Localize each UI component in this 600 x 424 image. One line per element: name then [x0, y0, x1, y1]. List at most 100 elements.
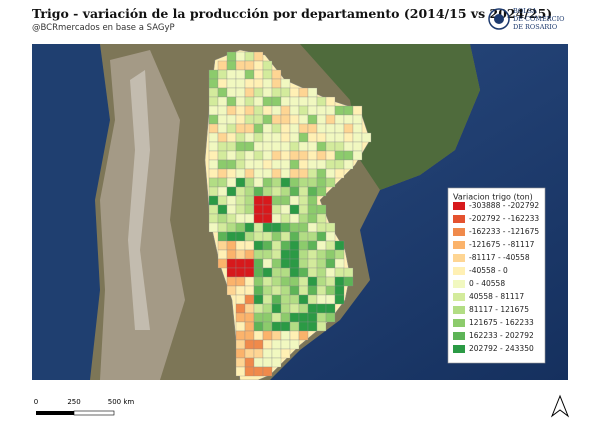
department: [307, 231, 318, 242]
department: [226, 96, 237, 107]
department: [307, 204, 318, 215]
department: [289, 177, 300, 188]
department: [262, 141, 273, 152]
department: [289, 159, 300, 170]
department: [316, 294, 327, 305]
department: [316, 312, 327, 323]
department: [208, 186, 219, 197]
department: [235, 366, 246, 377]
department: [262, 60, 273, 71]
department: [316, 240, 327, 251]
logo-text: DE COMERCIO: [513, 15, 565, 23]
department: [316, 204, 327, 215]
department: [325, 123, 336, 134]
department: [289, 321, 300, 332]
department: [280, 177, 291, 188]
department: [244, 240, 255, 251]
department: [271, 186, 282, 197]
department: [271, 96, 282, 107]
department: [271, 249, 282, 260]
department: [226, 159, 237, 170]
department: [208, 87, 219, 98]
department: [325, 114, 336, 125]
department: [226, 87, 237, 98]
department: [208, 150, 219, 161]
department: [307, 303, 318, 314]
department: [307, 321, 318, 332]
department: [280, 123, 291, 134]
department: [217, 132, 228, 143]
department: [217, 213, 228, 224]
department: [244, 339, 255, 350]
department: [343, 114, 354, 125]
department: [316, 285, 327, 296]
department: [298, 114, 309, 125]
department: [262, 294, 273, 305]
department: [244, 69, 255, 80]
department: [271, 114, 282, 125]
department: [217, 195, 228, 206]
department: [244, 177, 255, 188]
department: [217, 168, 228, 179]
department: [325, 150, 336, 161]
department: [334, 249, 345, 260]
department: [244, 51, 255, 62]
department: [298, 303, 309, 314]
scale-segment: [36, 411, 74, 415]
department: [226, 204, 237, 215]
department: [343, 105, 354, 116]
department: [307, 186, 318, 197]
department: [208, 96, 219, 107]
department: [262, 204, 273, 215]
department: [253, 330, 264, 341]
department: [280, 96, 291, 107]
department: [298, 249, 309, 260]
department: [289, 204, 300, 215]
department: [352, 141, 363, 152]
department: [325, 258, 336, 269]
department: [262, 168, 273, 179]
department: [244, 60, 255, 71]
department: [244, 87, 255, 98]
legend-swatch: [453, 254, 465, 262]
department: [208, 105, 219, 116]
department: [235, 105, 246, 116]
department: [235, 195, 246, 206]
department: [253, 87, 264, 98]
department: [307, 276, 318, 287]
department: [262, 312, 273, 323]
department: [226, 60, 237, 71]
department: [289, 213, 300, 224]
department: [226, 285, 237, 296]
legend-swatch: [453, 215, 465, 223]
department: [271, 177, 282, 188]
pacific: [32, 44, 110, 380]
department: [298, 186, 309, 197]
department: [289, 231, 300, 242]
department: [235, 132, 246, 143]
department: [334, 258, 345, 269]
north-arrow: [550, 394, 570, 418]
department: [253, 177, 264, 188]
department: [298, 204, 309, 215]
department: [280, 105, 291, 116]
department: [253, 96, 264, 107]
department: [235, 348, 246, 359]
department: [208, 168, 219, 179]
department: [235, 204, 246, 215]
legend-label: -40558 - 0: [469, 266, 508, 275]
department: [253, 105, 264, 116]
department: [280, 87, 291, 98]
department: [217, 231, 228, 242]
department: [208, 195, 219, 206]
department: [271, 348, 282, 359]
department: [208, 177, 219, 188]
department: [262, 105, 273, 116]
department: [208, 78, 219, 89]
department: [244, 159, 255, 170]
department: [226, 258, 237, 269]
department: [325, 240, 336, 251]
department: [235, 357, 246, 368]
department: [280, 78, 291, 89]
department: [235, 60, 246, 71]
